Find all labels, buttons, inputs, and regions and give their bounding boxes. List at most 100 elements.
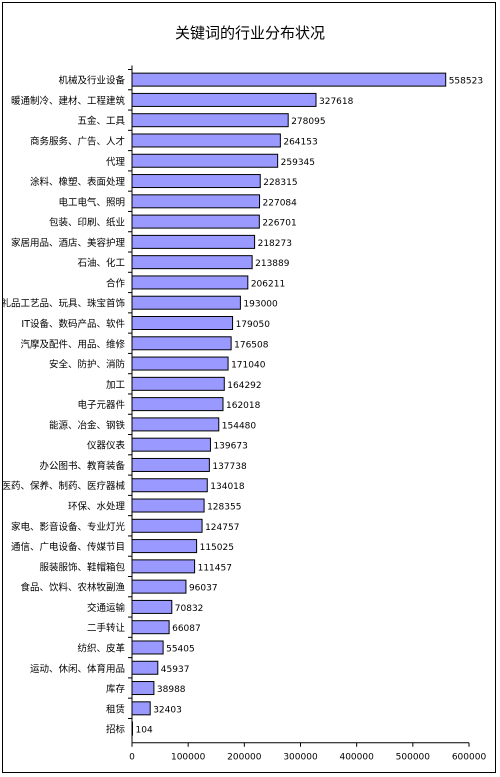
bar (131, 174, 261, 189)
bar (131, 275, 249, 290)
category-label: 仪器仪表 (87, 440, 126, 452)
bar (131, 539, 198, 554)
category-label: 办公图书、教育装备 (39, 460, 125, 472)
value-label: 259345 (281, 158, 315, 168)
bar (131, 599, 173, 614)
category-label: 环保、水处理 (68, 501, 126, 513)
category-label: 库存 (106, 683, 126, 695)
category-label: 安全、防护、消防 (49, 359, 126, 371)
value-label: 111457 (198, 563, 232, 573)
value-label: 278095 (291, 117, 325, 127)
category-label: 家居用品、酒店、美容护理 (11, 237, 126, 249)
chart-title: 关键词的行业分布状况 (174, 24, 325, 42)
x-tick-label: 300000 (283, 753, 318, 763)
category-label: 石油、化工 (77, 257, 125, 269)
value-label: 104 (136, 726, 153, 736)
category-label: 医药、保养、制药、医疗器械 (1, 480, 125, 492)
category-label: 汽摩及配件、用品、维修 (20, 338, 125, 350)
bar (131, 721, 133, 736)
category-label: 电子元器件 (77, 399, 125, 411)
category-label: 商务服务、广告、人才 (30, 135, 125, 147)
value-label: 128355 (207, 503, 241, 513)
category-label: 暖通制冷、建材、工程建筑 (11, 95, 126, 107)
bar (131, 113, 289, 128)
value-label: 134018 (210, 482, 245, 492)
value-label: 38988 (157, 685, 186, 695)
value-label: 179050 (236, 320, 271, 330)
bar (131, 356, 229, 371)
value-label: 226701 (262, 219, 296, 229)
value-label: 115025 (200, 543, 234, 553)
value-label: 206211 (251, 279, 285, 289)
bar (131, 214, 260, 229)
category-label: 代理 (106, 157, 126, 168)
category-label: 纺织、皮革 (77, 642, 125, 654)
value-label: 218273 (258, 239, 292, 249)
value-label: 558523 (449, 77, 483, 87)
category-label: 机械及行业设备 (58, 75, 125, 87)
value-label: 124757 (205, 523, 239, 533)
bar (131, 133, 281, 148)
x-tick-label: 0 (129, 753, 135, 763)
value-label: 264153 (283, 137, 317, 147)
bar (131, 478, 208, 493)
category-label: 服装服饰、鞋帽箱包 (39, 561, 125, 573)
bar (131, 579, 187, 594)
bar (131, 457, 210, 472)
category-label: 二手转让 (87, 622, 126, 634)
value-label: 227084 (263, 198, 298, 208)
bar (131, 295, 241, 310)
bar (131, 681, 155, 696)
category-label: 通信、广电设备、传媒节目 (11, 541, 125, 553)
value-label: 139673 (213, 442, 247, 452)
bar (131, 397, 224, 412)
bar (131, 316, 234, 330)
bar (131, 255, 253, 270)
value-label: 55405 (166, 644, 195, 654)
value-label: 154480 (222, 421, 257, 431)
category-label: 加工 (106, 380, 126, 391)
bar (131, 376, 225, 391)
category-label: IT设备、数码产品、软件 (21, 318, 125, 330)
bar (131, 153, 279, 168)
bar (131, 559, 196, 574)
value-label: 162018 (226, 401, 261, 411)
bar (131, 518, 203, 533)
value-label: 45937 (161, 665, 190, 675)
value-label: 213889 (255, 259, 290, 269)
x-tick-label: 100000 (171, 753, 206, 763)
value-label: 164292 (227, 381, 261, 391)
value-label: 137738 (212, 462, 247, 472)
category-label: 涂料、橡塑、表面处理 (30, 176, 126, 188)
x-tick-label: 500000 (396, 753, 431, 763)
bar (131, 92, 317, 107)
category-label: 租赁 (106, 703, 125, 715)
category-label: 能源、冶金、钢铁 (49, 419, 126, 431)
category-label: 招标 (106, 724, 126, 736)
value-label: 176508 (234, 340, 269, 350)
value-label: 70832 (175, 604, 204, 614)
value-label: 66087 (172, 624, 201, 634)
bar (131, 336, 232, 351)
category-label: 电工电气、照明 (58, 196, 125, 208)
category-label: 运动、休闲、体育用品 (30, 663, 125, 675)
category-label: 家电、影音设备、专业灯光 (11, 521, 126, 533)
bar (131, 234, 256, 249)
value-label: 96037 (189, 584, 218, 594)
value-label: 171040 (231, 361, 266, 371)
bar (131, 437, 211, 452)
bar (131, 701, 151, 716)
x-tick-label: 400000 (339, 753, 374, 763)
bar (131, 620, 170, 635)
value-label: 228315 (263, 178, 297, 188)
x-tick-label: 600000 (452, 753, 487, 763)
category-label: 合作 (106, 277, 126, 289)
x-tick-label: 200000 (227, 753, 262, 763)
value-label: 32403 (153, 705, 182, 715)
bar (131, 194, 261, 209)
category-label: 食品、饮料、农林牧副渔 (20, 582, 125, 594)
bar (131, 498, 205, 513)
category-label: 交通运输 (87, 602, 126, 614)
